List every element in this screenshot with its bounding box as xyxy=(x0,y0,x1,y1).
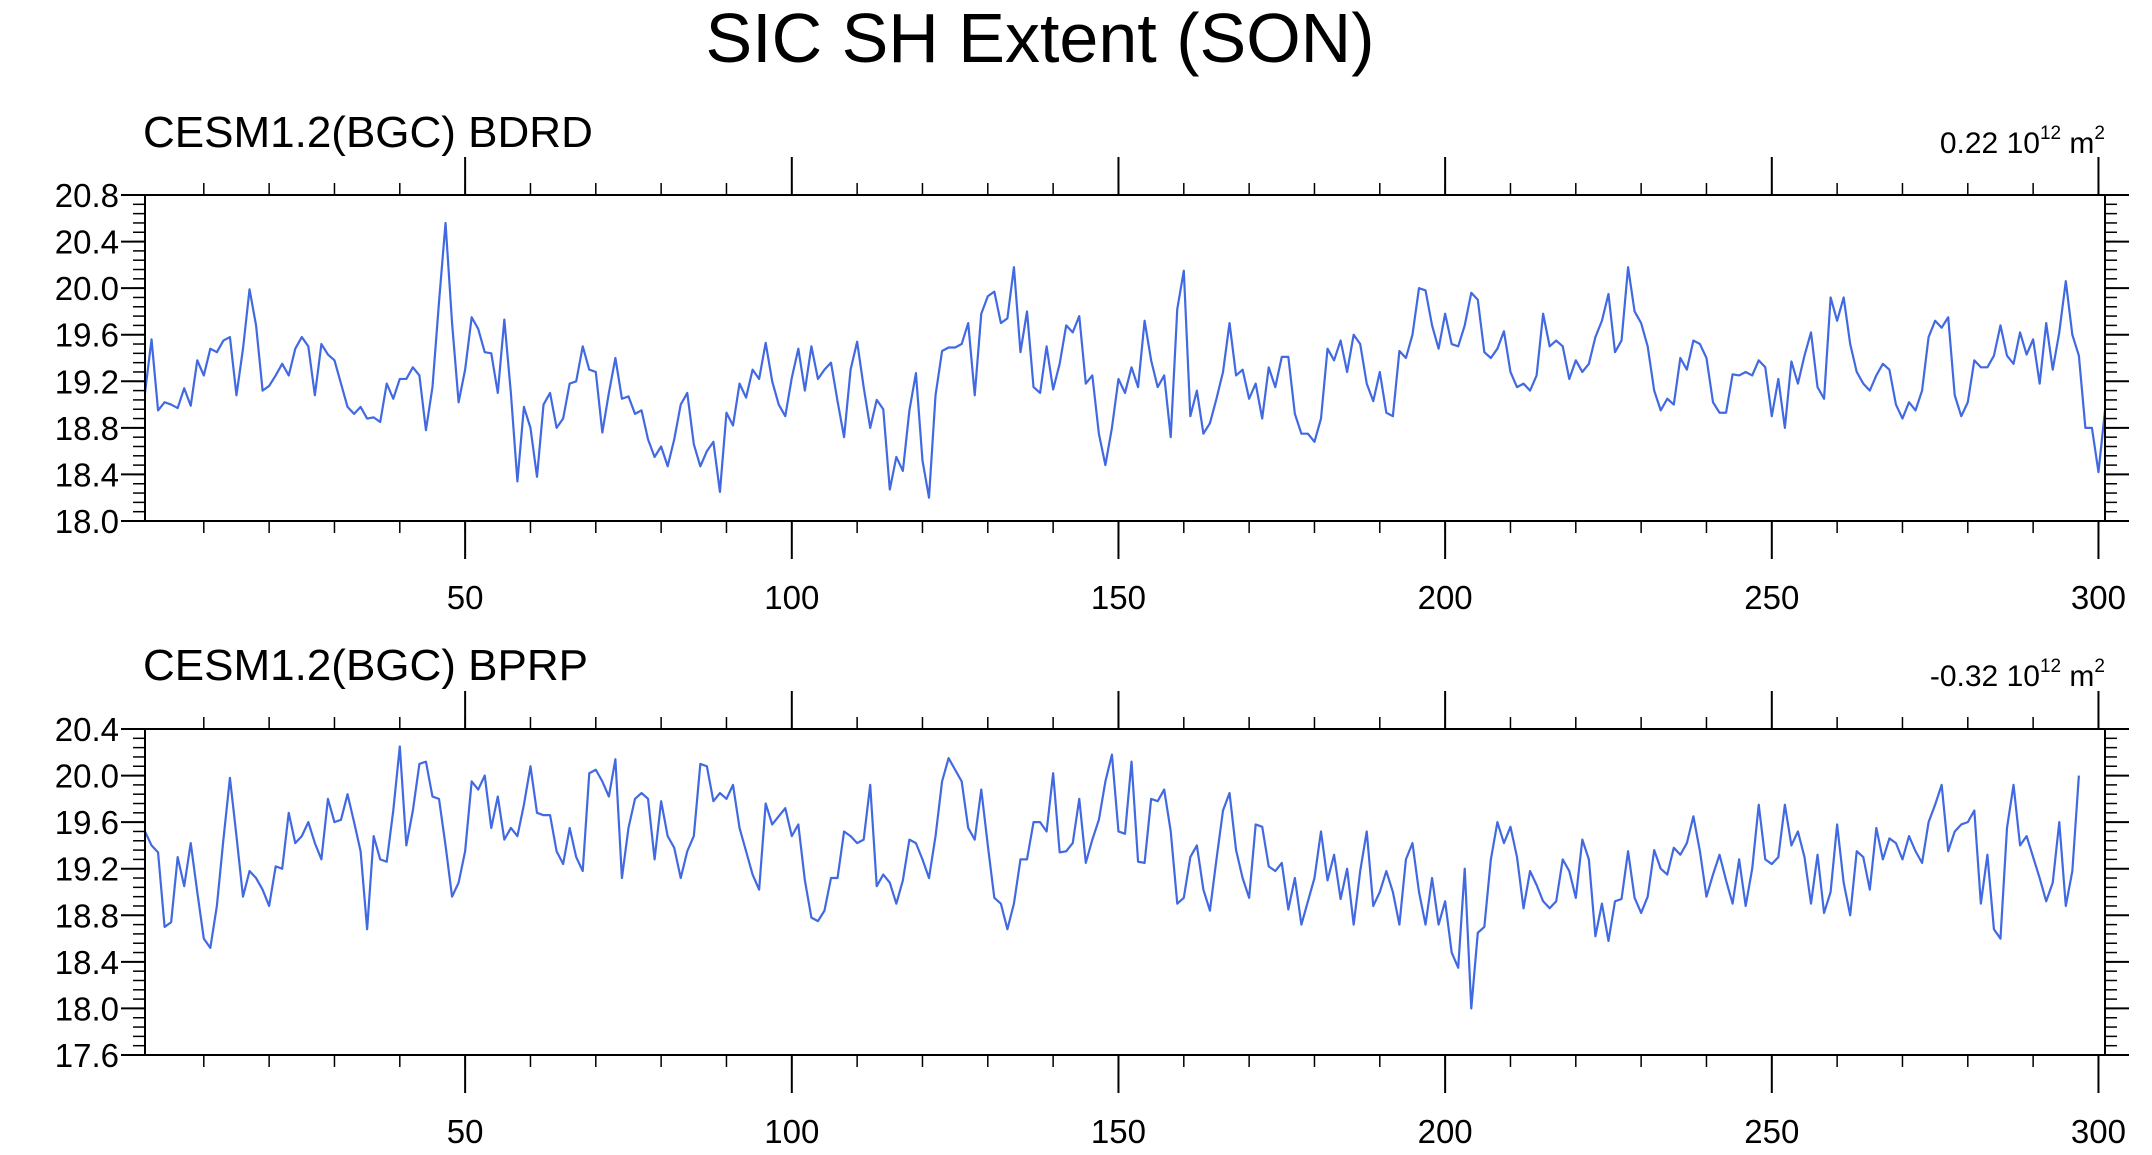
panel-title: CESM1.2(BGC) BPRP xyxy=(143,641,588,690)
trend-exponent: 12 xyxy=(2040,656,2061,677)
x-tick-label: 100 xyxy=(764,1113,819,1150)
x-tick-labels: 50 100 150 200 250 300 xyxy=(447,579,2126,616)
y-tick-label: 20.0 xyxy=(55,758,119,795)
axis-ticks xyxy=(121,157,2129,559)
x-tick-label: 50 xyxy=(447,1113,484,1150)
x-tick-label: 300 xyxy=(2071,579,2126,616)
x-tick-label: 300 xyxy=(2071,1113,2126,1150)
y-tick-label: 19.2 xyxy=(55,363,119,400)
y-tick-labels: 18.0 18.4 18.8 19.2 19.6 20.0 20.4 20.8 xyxy=(55,177,119,540)
trend-base: 10 xyxy=(2007,660,2040,693)
y-tick-label: 19.2 xyxy=(55,851,119,888)
y-tick-label: 19.6 xyxy=(55,317,119,354)
x-tick-label: 100 xyxy=(764,579,819,616)
trend-unit-exponent: 2 xyxy=(2094,656,2105,677)
x-tick-label: 50 xyxy=(447,579,484,616)
y-tick-labels: 17.6 18.0 18.4 18.8 19.2 19.6 20.0 20.4 xyxy=(55,711,119,1074)
y-tick-label: 18.8 xyxy=(55,410,119,447)
trend-unit-exponent: 2 xyxy=(2094,123,2105,144)
x-tick-label: 150 xyxy=(1091,1113,1146,1150)
figure-title: SIC SH Extent (SON) xyxy=(705,0,1374,77)
y-tick-label: 20.4 xyxy=(55,711,119,748)
y-tick-label: 19.6 xyxy=(55,804,119,841)
x-tick-label: 250 xyxy=(1744,1113,1799,1150)
panel-bdrd: CESM1.2(BGC) BDRD 0.22 1012 m2 18.018.41… xyxy=(55,108,2129,616)
trend-value: 0.22 xyxy=(1940,127,1998,160)
panel-title: CESM1.2(BGC) BDRD xyxy=(143,108,593,157)
y-tick-label: 20.0 xyxy=(55,270,119,307)
y-tick-label: 18.4 xyxy=(55,944,119,981)
y-tick-label: 18.8 xyxy=(55,897,119,934)
trend-annotation: -0.32 1012 m2 xyxy=(1930,656,2105,693)
x-tick-labels: 50 100 150 200 250 300 xyxy=(447,1113,2126,1150)
x-tick-label: 150 xyxy=(1091,579,1146,616)
y-tick-label: 17.6 xyxy=(55,1037,119,1074)
axis-ticks xyxy=(121,691,2129,1093)
series-line xyxy=(144,745,2080,1010)
plot-frame xyxy=(144,194,2106,522)
trend-unit: m xyxy=(2069,127,2094,160)
panel-bprp: CESM1.2(BGC) BPRP -0.32 1012 m2 17.6 18.0… xyxy=(55,641,2129,1150)
trend-annotation: 0.22 1012 m2 xyxy=(1940,123,2105,160)
trend-exponent: 12 xyxy=(2040,123,2061,144)
x-tick-label: 250 xyxy=(1744,579,1799,616)
trend-unit: m xyxy=(2069,660,2094,693)
plot-frame xyxy=(144,728,2106,1056)
y-tick-label: 18.4 xyxy=(55,456,119,493)
y-tick-label: 20.4 xyxy=(55,224,119,261)
trend-base: 10 xyxy=(2007,127,2040,160)
y-tick-label: 18.0 xyxy=(55,503,119,540)
series-line xyxy=(143,221,2107,499)
trend-value: -0.32 xyxy=(1930,660,1998,693)
x-tick-label: 200 xyxy=(1418,1113,1473,1150)
y-tick-label: 20.8 xyxy=(55,177,119,214)
x-tick-label: 200 xyxy=(1418,579,1473,616)
y-tick-label: 18.0 xyxy=(55,990,119,1027)
